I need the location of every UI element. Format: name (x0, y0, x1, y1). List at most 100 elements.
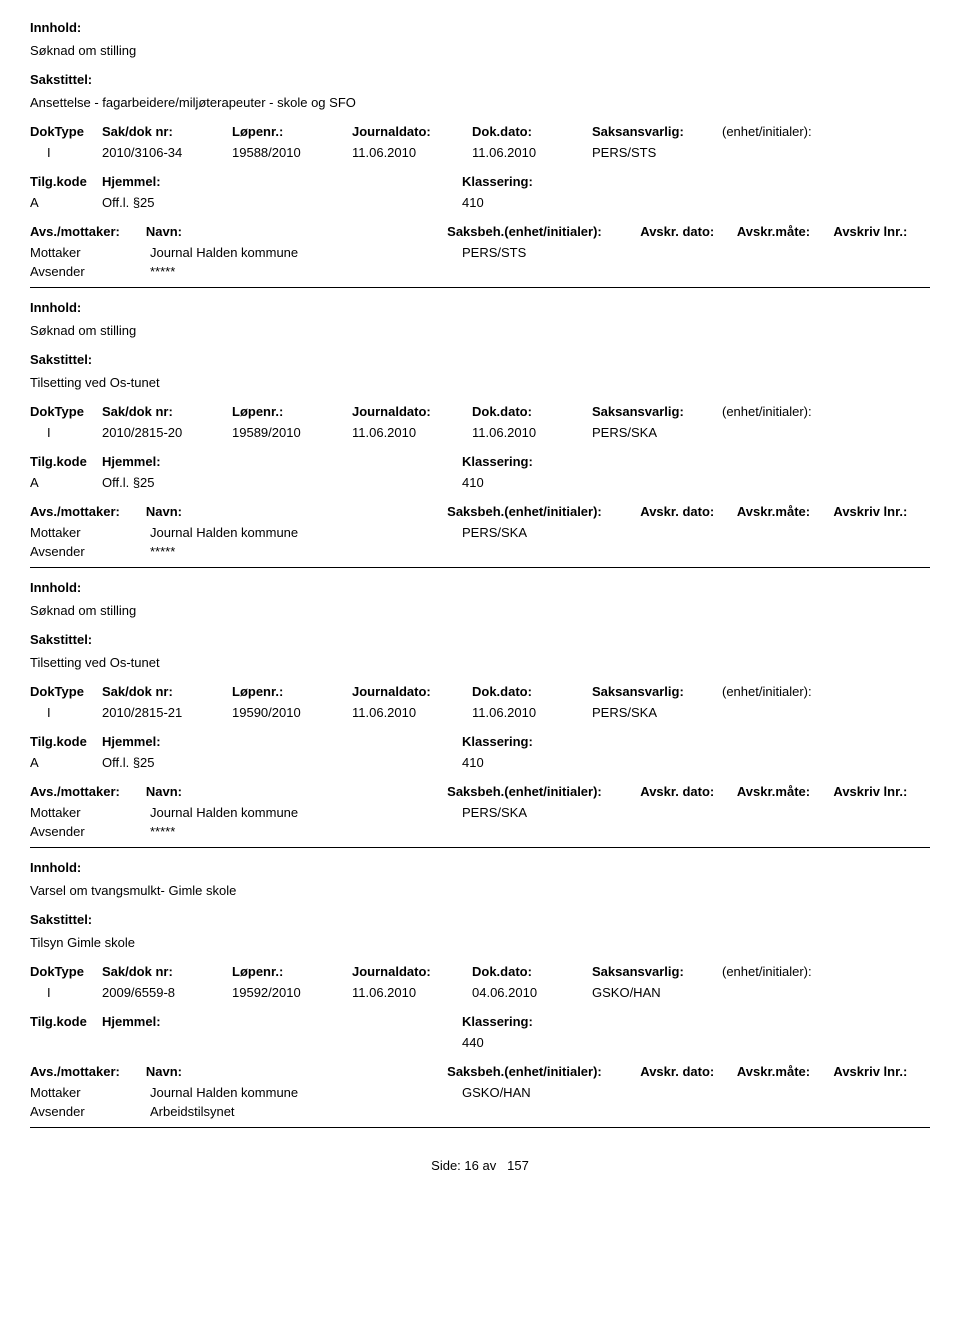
saksansvarlig-value: GSKO/HAN (592, 985, 722, 1000)
sakdok-label: Sak/dok nr: (102, 124, 232, 139)
tilgkode-value: A (30, 755, 102, 770)
tilgkode-value: A (30, 475, 102, 490)
avsender-navn: Arbeidstilsynet (150, 1104, 462, 1119)
lopenr-label: Løpenr.: (232, 124, 352, 139)
hjemmel-value: Off.l. §25 (102, 195, 462, 210)
sakstittel-value: Tilsyn Gimle skole (30, 935, 930, 950)
sakdok-value: 2009/6559-8 (102, 985, 232, 1000)
sakstittel-label: Sakstittel: (30, 72, 930, 87)
doc-data-row: I 2010/2815-20 19589/2010 11.06.2010 11.… (30, 425, 930, 440)
footer-page: 16 (464, 1158, 478, 1173)
avsender-navn: ***** (150, 824, 462, 839)
hjemmel-value: Off.l. §25 (102, 755, 462, 770)
saksansvarlig-label: Saksansvarlig: (592, 124, 722, 139)
journal-record: Innhold: Søknad om stilling Sakstittel: … (30, 300, 930, 559)
doc-data-row: I 2010/3106-34 19588/2010 11.06.2010 11.… (30, 145, 930, 160)
avsmottaker-label: Avs./mottaker: (30, 504, 146, 519)
enhet-value (722, 705, 872, 720)
hjemmel-label: Hjemmel: (102, 734, 462, 749)
doktype-value: I (30, 705, 102, 720)
avs-header-row: Avs./mottaker: Navn: Saksbeh.(enhet/init… (30, 504, 930, 519)
saksansvarlig-label: Saksansvarlig: (592, 684, 722, 699)
saksbeh-label: Saksbeh.(enhet/initialer): (447, 504, 640, 519)
journal-record: Innhold: Søknad om stilling Sakstittel: … (30, 20, 930, 279)
tilgkode-value: A (30, 195, 102, 210)
journaldato-label: Journaldato: (352, 964, 472, 979)
saksbeh-label: Saksbeh.(enhet/initialer): (447, 784, 640, 799)
doktype-value: I (30, 145, 102, 160)
saksansvarlig-label: Saksansvarlig: (592, 964, 722, 979)
saksbeh-value: PERS/SKA (462, 805, 662, 820)
avskrmate-label: Avskr.måte: (737, 224, 834, 239)
hjemmel-label: Hjemmel: (102, 1014, 462, 1029)
tilg-header-row: Tilg.kode Hjemmel: Klassering: (30, 1014, 930, 1029)
journaldato-value: 11.06.2010 (352, 145, 472, 160)
dokdato-label: Dok.dato: (472, 124, 592, 139)
doktype-label: DokType (30, 964, 102, 979)
dokdato-label: Dok.dato: (472, 684, 592, 699)
lopenr-label: Løpenr.: (232, 684, 352, 699)
record-divider (30, 1127, 930, 1128)
saksbeh-label: Saksbeh.(enhet/initialer): (447, 1064, 640, 1079)
klassering-label: Klassering: (462, 174, 662, 189)
avskrdato-label: Avskr. dato: (640, 224, 737, 239)
tilgkode-value (30, 1035, 102, 1050)
tilg-header-row: Tilg.kode Hjemmel: Klassering: (30, 734, 930, 749)
sakdok-label: Sak/dok nr: (102, 964, 232, 979)
avsender-role: Avsender (30, 544, 150, 559)
tilg-data-row: A Off.l. §25 410 (30, 195, 930, 210)
avsmottaker-label: Avs./mottaker: (30, 224, 146, 239)
dokdato-label: Dok.dato: (472, 404, 592, 419)
sakstittel-label: Sakstittel: (30, 912, 930, 927)
doktype-label: DokType (30, 404, 102, 419)
tilg-data-row: A Off.l. §25 410 (30, 475, 930, 490)
tilgkode-label: Tilg.kode (30, 1014, 102, 1029)
enhet-value (722, 985, 872, 1000)
avskrmate-label: Avskr.måte: (737, 784, 834, 799)
enhet-label: (enhet/initialer): (722, 684, 872, 699)
saksbeh-value: PERS/SKA (462, 525, 662, 540)
klassering-value: 410 (462, 755, 662, 770)
sakdok-value: 2010/2815-21 (102, 705, 232, 720)
navn-label: Navn: (146, 504, 447, 519)
innhold-value: Søknad om stilling (30, 323, 930, 338)
record-divider (30, 847, 930, 848)
avsender-role: Avsender (30, 1104, 150, 1119)
page-footer: Side: 16 av 157 (30, 1158, 930, 1173)
avsmottaker-label: Avs./mottaker: (30, 784, 146, 799)
navn-label: Navn: (146, 224, 447, 239)
lopenr-value: 19588/2010 (232, 145, 352, 160)
doc-header-row: DokType Sak/dok nr: Løpenr.: Journaldato… (30, 404, 930, 419)
innhold-label: Innhold: (30, 20, 930, 35)
dokdato-value: 04.06.2010 (472, 985, 592, 1000)
journal-record: Innhold: Søknad om stilling Sakstittel: … (30, 580, 930, 839)
mottaker-row: Mottaker Journal Halden kommune GSKO/HAN (30, 1085, 930, 1100)
hjemmel-label: Hjemmel: (102, 174, 462, 189)
avskrmate-label: Avskr.måte: (737, 504, 834, 519)
footer-total: 157 (507, 1158, 529, 1173)
mottaker-role: Mottaker (30, 805, 150, 820)
tilg-data-row: A Off.l. §25 410 (30, 755, 930, 770)
klassering-value: 410 (462, 475, 662, 490)
avsender-row: Avsender ***** (30, 264, 930, 279)
avskrivlnr-label: Avskriv lnr.: (833, 504, 930, 519)
tilg-header-row: Tilg.kode Hjemmel: Klassering: (30, 174, 930, 189)
sakdok-label: Sak/dok nr: (102, 404, 232, 419)
journaldato-value: 11.06.2010 (352, 985, 472, 1000)
dokdato-value: 11.06.2010 (472, 145, 592, 160)
innhold-label: Innhold: (30, 860, 930, 875)
mottaker-row: Mottaker Journal Halden kommune PERS/SKA (30, 525, 930, 540)
journaldato-label: Journaldato: (352, 124, 472, 139)
journaldato-value: 11.06.2010 (352, 705, 472, 720)
journal-record: Innhold: Varsel om tvangsmulkt- Gimle sk… (30, 860, 930, 1119)
avsender-row: Avsender Arbeidstilsynet (30, 1104, 930, 1119)
saksansvarlig-value: PERS/SKA (592, 425, 722, 440)
dokdato-value: 11.06.2010 (472, 705, 592, 720)
sakstittel-label: Sakstittel: (30, 632, 930, 647)
lopenr-value: 19589/2010 (232, 425, 352, 440)
saksansvarlig-label: Saksansvarlig: (592, 404, 722, 419)
mottaker-navn: Journal Halden kommune (150, 245, 462, 260)
mottaker-row: Mottaker Journal Halden kommune PERS/SKA (30, 805, 930, 820)
dokdato-label: Dok.dato: (472, 964, 592, 979)
record-divider (30, 567, 930, 568)
